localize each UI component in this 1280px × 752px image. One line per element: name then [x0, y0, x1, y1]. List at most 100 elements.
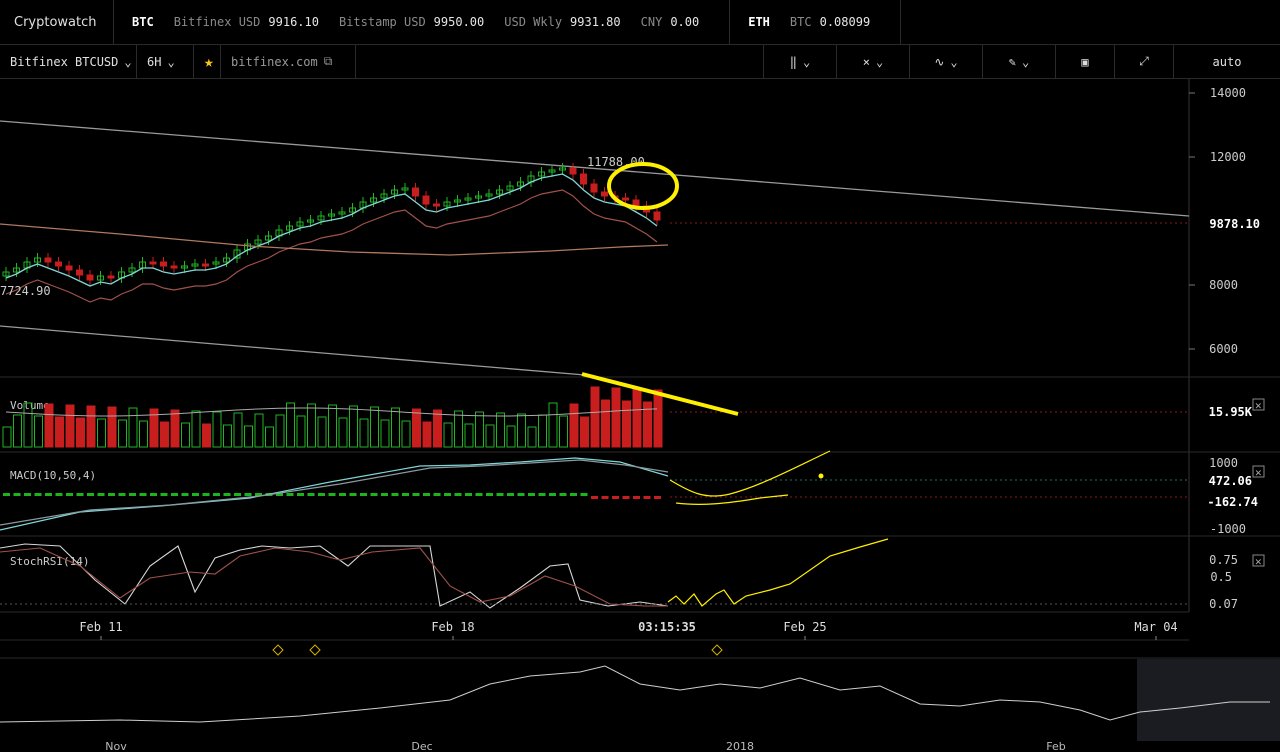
annotation-dot[interactable] — [818, 473, 824, 479]
macd-bar — [528, 493, 535, 496]
macd-title: MACD(10,50,4) — [10, 469, 96, 482]
chevron-down-icon: ⌄ — [167, 54, 175, 69]
event-marker[interactable] — [711, 644, 723, 656]
panes-button[interactable]: ▣ — [1055, 45, 1114, 78]
volume-average-line — [5, 407, 658, 417]
volume-bar — [454, 410, 463, 448]
macd-bar — [517, 493, 525, 496]
price-tick: 6000 — [1209, 342, 1238, 356]
volume-bar — [160, 421, 169, 448]
macd-bar — [612, 496, 619, 499]
macd-bar — [454, 493, 462, 496]
macd-bar — [66, 493, 73, 496]
chart-area[interactable]: 14000 12000 9878.10 8000 6000 11788.00 7… — [0, 79, 1280, 752]
macd-bar — [601, 496, 609, 499]
time-axis: Feb 11 Feb 18 03:15:35 Feb 25 Mar 04 — [79, 620, 1178, 640]
chevron-down-icon: ⌄ — [803, 54, 811, 69]
stoch-tick: 0.75 — [1209, 553, 1238, 567]
lower-trendline[interactable] — [0, 325, 586, 376]
volume-bar — [569, 403, 579, 448]
date-tick: Mar 04 — [1134, 620, 1177, 634]
volume-bar — [517, 413, 526, 448]
favorite-button[interactable]: ★ — [194, 45, 221, 78]
macd-bar — [34, 493, 42, 496]
volume-bar — [538, 414, 547, 448]
eth-btc-label: BTC — [789, 15, 812, 29]
market-label: Bitfinex BTCUSD — [10, 54, 119, 69]
macd-bar — [496, 493, 504, 496]
price-tick: 8000 — [1209, 278, 1238, 292]
volume-bar — [601, 399, 610, 448]
macd-bar — [223, 493, 231, 496]
event-marker[interactable] — [309, 644, 321, 656]
macd-bar — [108, 493, 115, 496]
annotation-macd-signal-projection[interactable] — [675, 494, 789, 505]
macd-bar — [129, 493, 136, 496]
eth-ticker[interactable]: ETH BTC 0.08099 — [730, 0, 902, 44]
exchange-link-label: bitfinex.com — [231, 54, 318, 69]
app-title[interactable]: Cryptowatch — [0, 0, 114, 44]
wkly-price: 9931.80 — [570, 15, 621, 29]
market-selector[interactable]: Bitfinex BTCUSD ⌄ — [0, 45, 137, 78]
cny-price: 0.00 — [670, 15, 700, 29]
volume-bar — [338, 417, 348, 448]
volume-bar — [475, 411, 484, 448]
volume-bar — [233, 412, 243, 448]
volume-bar — [328, 404, 337, 448]
macd-bar — [580, 493, 588, 496]
chevron-down-icon: ⌄ — [876, 54, 884, 69]
upper-trendline[interactable] — [0, 120, 1190, 217]
overlays-button[interactable]: ∿ ⌄ — [909, 45, 982, 78]
chart-type-button[interactable]: ‖ ⌄ — [763, 45, 836, 78]
scale-mode-label: auto — [1212, 54, 1242, 69]
stoch-title: StochRSI(14) — [10, 555, 89, 568]
macd-line — [0, 457, 669, 531]
annotation-macd-projection[interactable] — [669, 450, 831, 497]
macd-bar — [160, 493, 168, 496]
volume-bar — [559, 415, 568, 448]
volume-bar — [86, 405, 96, 448]
close-pane-button[interactable]: ✕ — [1252, 398, 1265, 412]
navigator-window[interactable] — [1137, 659, 1280, 741]
scale-mode-button[interactable]: auto — [1173, 45, 1280, 78]
stoch-k-line — [0, 543, 669, 609]
volume-bar — [34, 415, 43, 448]
close-pane-button[interactable]: ✕ — [1252, 554, 1265, 568]
macd-bar — [192, 493, 199, 496]
macd-bar — [433, 493, 441, 496]
close-pane-box — [1252, 554, 1265, 567]
macd-histogram — [3, 493, 661, 499]
btc-ticker[interactable]: BTC Bitfinex USD 9916.10 Bitstamp USD 99… — [114, 0, 731, 44]
exchange-link[interactable]: bitfinex.com ⧉ — [221, 45, 356, 78]
close-pane-button[interactable]: ✕ — [1252, 465, 1265, 479]
macd-bar — [570, 493, 577, 496]
annotation-stoch-projection[interactable] — [667, 538, 889, 607]
macd-bar — [643, 496, 651, 499]
annotation-arrow-line[interactable] — [581, 372, 739, 416]
indicators-button[interactable]: ⨯ ⌄ — [836, 45, 909, 78]
crossed-lines-icon: ⨯ — [862, 54, 870, 69]
low-price-label: 7724.90 — [0, 284, 51, 298]
high-price-label: 11788.00 — [587, 155, 645, 169]
volume-bar — [370, 406, 379, 448]
volume-bar — [433, 409, 442, 448]
fullscreen-button[interactable]: ⤢ — [1114, 45, 1173, 78]
last-price-badge: 9878.10 — [1209, 217, 1260, 231]
annotation-circle[interactable] — [607, 162, 679, 210]
navigator-price-line — [0, 665, 1270, 723]
drawing-tools-button[interactable]: ✎ ⌄ — [982, 45, 1055, 78]
volume-bar — [296, 415, 306, 448]
macd-bar — [76, 493, 84, 496]
macd-bar — [423, 493, 430, 496]
event-marker[interactable] — [272, 644, 284, 656]
event-markers[interactable] — [272, 644, 723, 656]
macd-bar — [118, 493, 126, 496]
price-tick: 14000 — [1210, 86, 1246, 100]
volume-bar — [380, 419, 390, 448]
slow-moving-average — [0, 223, 669, 256]
interval-selector[interactable]: 6H ⌄ — [137, 45, 194, 78]
macd-bar — [3, 493, 10, 496]
volume-bar — [254, 413, 264, 448]
volume-bar — [391, 407, 400, 448]
wkly-label: USD Wkly — [504, 15, 563, 29]
